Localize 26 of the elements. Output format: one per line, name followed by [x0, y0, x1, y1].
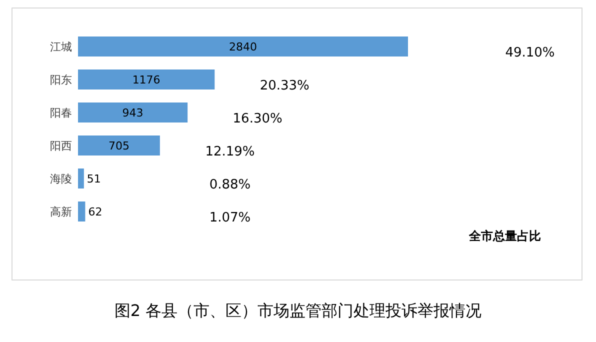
y-tick-label: 高新	[50, 206, 72, 218]
data-label: 2840	[229, 40, 257, 54]
data-label: 1176	[132, 74, 160, 86]
bar	[78, 168, 84, 188]
annotation: 20.33%	[260, 78, 310, 94]
data-label: 943	[122, 106, 144, 120]
bar	[78, 202, 86, 222]
annotation: 16.30%	[232, 112, 282, 126]
y-tick-label: 海陵	[50, 172, 72, 186]
annotation: 0.88%	[209, 178, 251, 192]
y-tick-label: 江城	[50, 40, 72, 54]
bar	[78, 136, 160, 156]
bar	[78, 102, 188, 122]
data-label: 705	[108, 140, 130, 152]
text: 全市总量占比	[468, 229, 541, 243]
text: 图2 各县（市、区）市场监管部门处理投诉举报情况	[114, 301, 482, 320]
y-tick-label: 阳东	[50, 74, 72, 86]
data-label: 62	[88, 206, 102, 218]
data-label: 51	[86, 172, 101, 186]
y-tick-label: 阳春	[50, 106, 72, 120]
bar	[78, 70, 215, 90]
annotation: 1.07%	[209, 210, 251, 226]
bar	[78, 36, 408, 56]
y-tick-label: 阳西	[50, 140, 72, 152]
annotation: 12.19%	[205, 144, 255, 160]
text: 49.10%	[505, 46, 555, 60]
